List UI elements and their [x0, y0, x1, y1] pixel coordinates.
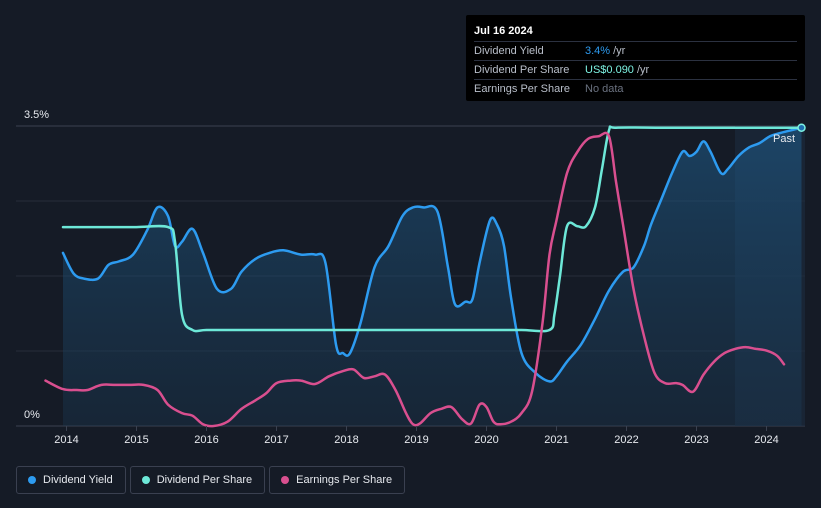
x-tick-label: 2019 — [404, 434, 428, 446]
x-axis-ticks: 2014 2015 2016 2017 2018 2019 2020 2021 2022 2023… — [54, 426, 779, 446]
tooltip-unit: /yr — [636, 64, 650, 76]
legend-label: Earnings Per Share — [296, 474, 393, 486]
legend-item-dividend-per-share[interactable]: Dividend Per Share — [129, 466, 266, 494]
dividend-yield-area — [63, 127, 802, 426]
tooltip-value: 3.4% — [585, 45, 611, 57]
tooltip-date: Jul 16 2024 — [474, 25, 533, 37]
y-axis-min-label: 0% — [24, 409, 40, 421]
tooltip-value: US$0.090 — [585, 64, 634, 76]
tooltip-label: Earnings Per Share — [474, 83, 570, 95]
tooltip-unit: /yr — [613, 45, 626, 57]
legend-dot-icon — [281, 476, 290, 484]
x-tick-label: 2023 — [684, 434, 708, 446]
past-label: Past — [773, 133, 795, 145]
latest-point-marker[interactable] — [797, 123, 806, 132]
tooltip-panel: Jul 16 2024 Dividend Yield 3.4% /yr Divi… — [466, 15, 805, 101]
legend-label: Dividend Yield — [43, 474, 113, 486]
tooltip-value: No data — [585, 83, 624, 95]
x-tick-label: 2017 — [264, 434, 288, 446]
series-layer — [44, 125, 803, 428]
legend-item-dividend-yield[interactable]: Dividend Yield — [16, 466, 126, 494]
x-tick-label: 2018 — [334, 434, 358, 446]
x-tick-label: 2022 — [614, 434, 638, 446]
dividend-per-share-line — [61, 125, 803, 333]
x-tick-label: 2024 — [754, 434, 778, 446]
tooltip-label: Dividend Per Share — [474, 64, 570, 76]
dividend-yield-line — [61, 126, 803, 383]
legend-label: Dividend Per Share — [156, 474, 253, 486]
x-tick-label: 2014 — [54, 434, 78, 446]
legend-dot-icon — [28, 476, 36, 484]
legend-dot-icon — [141, 476, 150, 484]
tooltip-row-earnings-per-share: Earnings Per Share No data — [474, 79, 797, 98]
legend-item-earnings-per-share[interactable]: Earnings Per Share — [269, 466, 406, 494]
tooltip-row-dividend-per-share: Dividend Per Share US$0.090 /yr — [474, 60, 797, 79]
x-tick-label: 2020 — [474, 434, 498, 446]
y-axis-max-label: 3.5% — [24, 109, 49, 121]
legend: Dividend Yield Dividend Per Share Earnin… — [16, 466, 406, 494]
tooltip-label: Dividend Yield — [474, 45, 544, 57]
x-tick-label: 2015 — [124, 434, 148, 446]
tooltip-row-dividend-yield: Dividend Yield 3.4% /yr — [474, 41, 797, 60]
earnings-per-share-line — [44, 131, 786, 428]
x-tick-label: 2021 — [544, 434, 568, 446]
x-tick-label: 2016 — [194, 434, 218, 446]
